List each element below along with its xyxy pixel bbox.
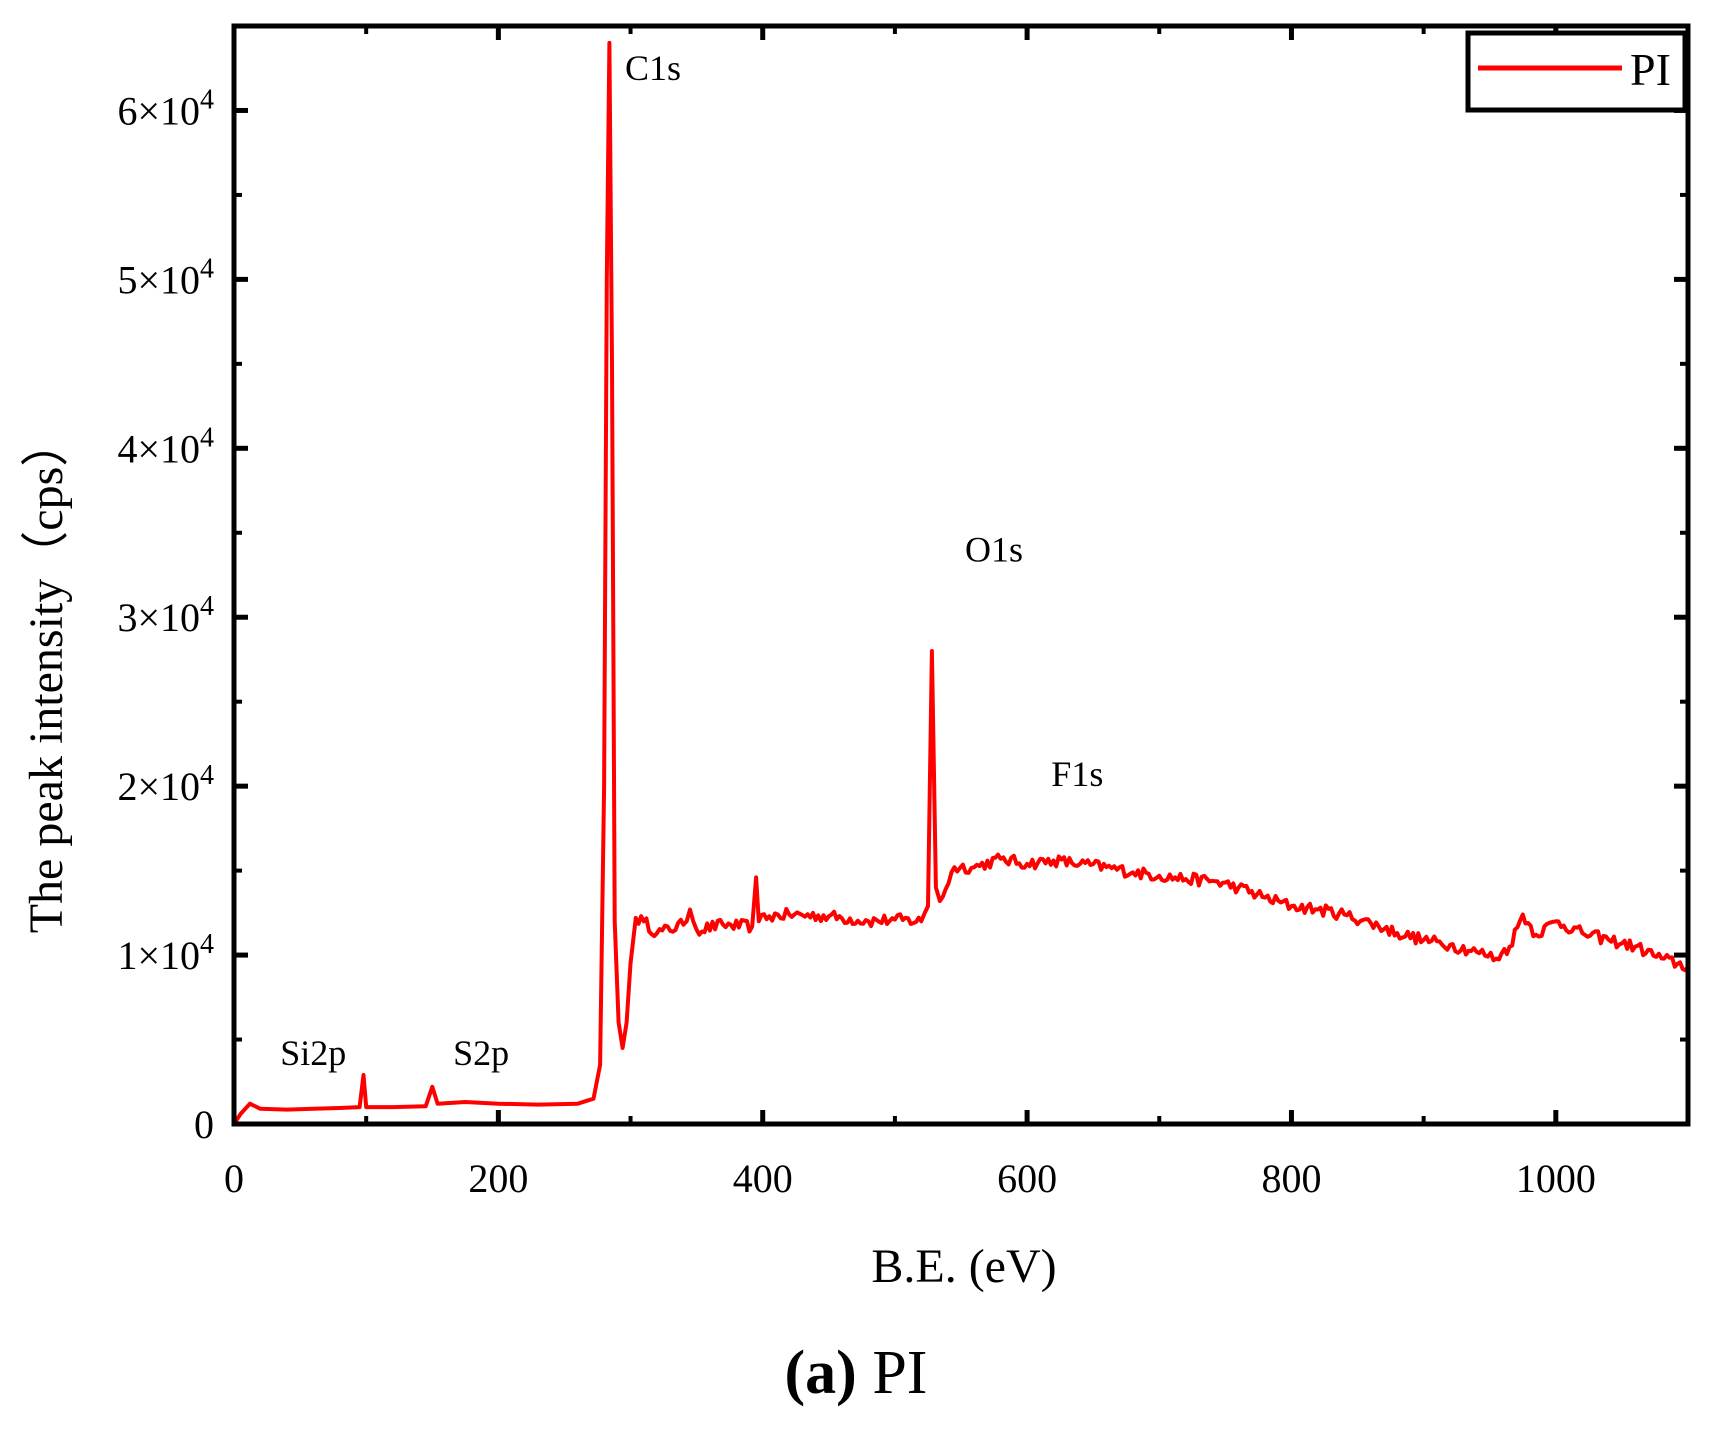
y-tick-label: 1×104 [117, 929, 214, 978]
x-tick-label: 400 [733, 1156, 793, 1201]
y-tick-label: 5×104 [117, 253, 214, 302]
y-axis-title: The peak intensity（cps） [20, 419, 73, 934]
y-tick-label: 2×104 [117, 760, 214, 809]
y-tick-label: 3×104 [117, 591, 214, 640]
y-tick-label: 6×104 [117, 84, 214, 133]
plot-frame [231, 23, 1691, 1127]
labels-layer: 0 200 400 600 800 1000 0 1×104 2×104 3×104 4×104 5×… [117, 48, 1595, 1201]
ticks-layer [231, 26, 1688, 1127]
peak-label-c1s: C1s [625, 48, 681, 88]
x-tick-label: 0 [224, 1156, 244, 1201]
y-tick-label: 0 [194, 1102, 214, 1147]
caption-text: PI [857, 1339, 928, 1407]
legend-label-pi: PI [1630, 44, 1671, 95]
x-tick-label: 200 [468, 1156, 528, 1201]
x-axis-title: B.E. (eV) [871, 1240, 1056, 1293]
peak-label-si2p: Si2p [280, 1033, 346, 1073]
legend: PI [1465, 30, 1688, 113]
x-tick-label: 1000 [1516, 1156, 1596, 1201]
x-tick-label: 800 [1261, 1156, 1321, 1201]
peak-label-f1s: F1s [1051, 754, 1103, 794]
x-tick-label: 600 [997, 1156, 1057, 1201]
plot-frame-layer [231, 23, 1691, 1127]
caption-label: (a) [785, 1339, 857, 1407]
peak-label-s2p: S2p [453, 1033, 509, 1073]
figure-caption: (a) PI [785, 1339, 928, 1407]
legend-box [1465, 30, 1688, 113]
peak-label-o1s: O1s [965, 529, 1023, 569]
series-line-pi [232, 40, 1690, 1126]
y-tick-label: 4×104 [117, 422, 214, 471]
series-layer [232, 40, 1690, 1126]
